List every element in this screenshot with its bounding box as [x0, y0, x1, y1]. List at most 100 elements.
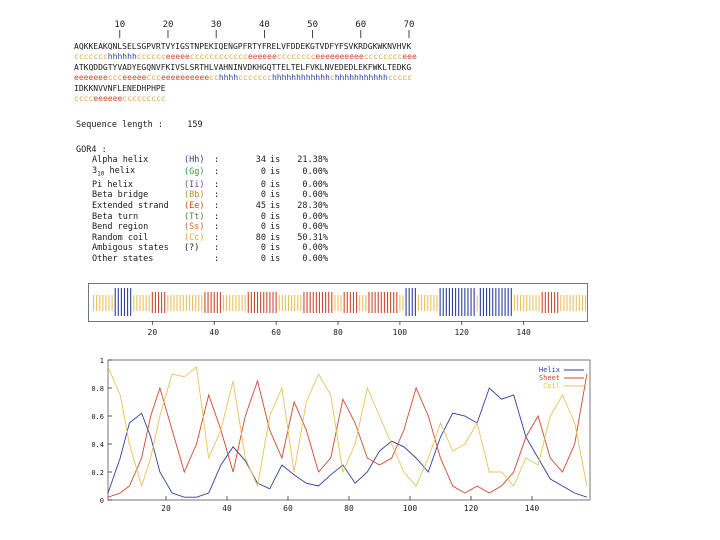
y-tick-label: 1 [100, 357, 104, 365]
gor4-row-name: Beta bridge [92, 190, 149, 201]
legend-label: Helix [539, 366, 560, 374]
gor4-row: Alpha helix (Hh): 34 is 21.38% [92, 155, 328, 166]
gor4-title: GOR4 : [76, 145, 107, 155]
series-line-coil [107, 366, 588, 488]
x-tick-label: 140 [525, 504, 540, 513]
gor4-row-name: Ambigous states [92, 243, 169, 254]
gor4-row-colon: : [214, 254, 220, 265]
gor4-row: Extended strand (Ee): 45 is 28.30% [92, 201, 328, 212]
y-tick-label: 0.2 [91, 469, 104, 477]
gor4-row-subscript: 10 [97, 170, 105, 178]
strip-tick-label: 60 [271, 328, 281, 337]
gor4-row-is: is [270, 243, 281, 254]
gor4-row-colon: : [214, 190, 220, 201]
gor4-row-name: Beta turn [92, 211, 139, 222]
gor4-row: Ambigous states (?): 0 is 0.00% [92, 243, 328, 254]
gor4-row-name: Random coil [92, 232, 149, 243]
gor4-row: Pi helix (Ii): 0 is 0.00% [92, 180, 328, 191]
ruler-tick-label: 20 [163, 20, 174, 30]
gor4-row-name: 310 helix [92, 165, 136, 178]
gor4-row-name: Pi helix [92, 179, 133, 190]
gor4-row-code: (Ss) [184, 222, 205, 233]
gor4-row-colon: : [214, 179, 220, 190]
gor4-row-colon: : [214, 211, 220, 222]
gor4-row-code: (Ii) [184, 179, 205, 190]
gor4-row-count: 34 [255, 155, 266, 165]
gor4-row-count: 45 [255, 201, 266, 212]
x-tick-label: 60 [283, 504, 293, 513]
gor4-row-count: 0 [260, 179, 266, 190]
series-line-helix [107, 387, 588, 498]
sequence-line: ATKQDDGTYVADYEGQNVFKIVSLSRTHLVAHNINVDKHG… [74, 62, 412, 72]
gor4-row-code [184, 254, 214, 265]
gor4-row-is: is [270, 254, 281, 265]
gor4-row-code: (Ee) [184, 201, 205, 212]
gor4-row-count: 0 [260, 211, 266, 222]
strip-tick-label: 140 [516, 328, 531, 337]
strip-tick-label: 100 [393, 328, 408, 337]
ruler-tick-label: 10 [114, 20, 125, 30]
gor4-row-colon: : [214, 201, 220, 212]
sequence-length: Sequence length : 159 [76, 120, 203, 130]
gor4-row-percent: 0.00% [302, 243, 328, 254]
y-tick-label: 0.8 [91, 385, 104, 393]
ruler-tick-label: 50 [307, 20, 318, 30]
gor4-row-colon: : [214, 155, 220, 165]
x-tick-label: 40 [222, 504, 232, 513]
sequence-line: AQKKEAKQNLSELSGPVRTVYIGSTNPEKIQENGPFRTYF… [74, 42, 412, 51]
gor4-row-percent: 0.00% [302, 254, 328, 265]
gor4-row-is: is [270, 167, 281, 178]
series-line-sheet [107, 373, 588, 498]
gor4-row-count: 80 [255, 232, 266, 243]
gor4-row-percent: 0.00% [302, 190, 328, 201]
prediction-line: cccceeeeeeccccccccc [74, 93, 166, 103]
prediction-strip: 20 40 60 80 100 120 140 [88, 283, 588, 337]
gor4-row-percent: 28.30% [297, 201, 328, 212]
sequence-length-value: 159 [187, 120, 203, 130]
y-tick-label: 0 [100, 497, 104, 505]
x-tick-label: 20 [161, 504, 171, 513]
strip-tick-label: 40 [209, 328, 219, 337]
gor4-row-name: Bend region [92, 222, 149, 233]
gor4-row: Beta bridge (Bb): 0 is 0.00% [92, 190, 328, 201]
gor4-row: Other states: 0 is 0.00% [92, 254, 328, 265]
gor4-row: 310 helix (Gg): 0 is 0.00% [92, 166, 328, 180]
legend-label: Coil [543, 382, 560, 390]
gor4-row: Random coil (Cc): 80 is 50.31% [92, 233, 328, 244]
gor4-row-count: 0 [260, 222, 266, 233]
gor4-row: Beta turn (Tt): 0 is 0.00% [92, 212, 328, 223]
gor4-row-name: Alpha helix [92, 155, 149, 165]
gor4-row-is: is [270, 190, 281, 201]
gor4-row-code: (Bb) [184, 190, 205, 201]
gor4-row-is: is [270, 179, 281, 190]
gor4-row-code: (?) [184, 243, 200, 254]
gor4-row-percent: 0.00% [302, 211, 328, 222]
gor4-row-count: 0 [260, 190, 266, 201]
ruler-tick-label: 60 [355, 20, 366, 30]
gor4-row-colon: : [214, 232, 220, 243]
gor4-row: Bend region (Ss): 0 is 0.00% [92, 222, 328, 233]
gor4-row-code: (Tt) [184, 211, 205, 222]
gor4-row-code: (Gg) [184, 167, 205, 178]
plot-frame [107, 359, 591, 501]
gor4-row-percent: 21.38% [297, 155, 328, 165]
x-tick-label: 120 [464, 504, 479, 513]
strip-tick-label: 80 [333, 328, 343, 337]
gor4-row-name: Extended strand [92, 201, 169, 212]
prediction-line: ccccccchhhhhhcccccceeeeecccccccccccceeee… [74, 52, 417, 62]
prediction-line: eeeeeeeccceeeeeccceeeeeeeeeecchhhhcccccc… [74, 73, 412, 83]
x-tick-label: 100 [403, 504, 418, 513]
gor4-row-count: 0 [260, 254, 266, 265]
y-tick-label: 0.6 [91, 413, 104, 421]
gor4-row-is: is [270, 155, 281, 165]
sequence-ruler: 10 20 30 40 50 60 70 [114, 20, 414, 38]
y-tick-label: 0.4 [91, 441, 104, 449]
gor4-stats-table: Alpha helix (Hh): 34 is 21.38% 310 helix (Gg):… [92, 155, 328, 265]
gor4-row-count: 0 [260, 167, 266, 178]
sequence-alignment: AQKKEAKQNLSELSGPVRTVYIGSTNPEKIQENGPFRTYF… [74, 42, 417, 104]
gor4-row-colon: : [214, 243, 220, 254]
sequence-line: IDKKNVVNFLENEDHPHPE [74, 83, 166, 93]
gor4-row-is: is [270, 201, 281, 212]
gor4-row-colon: : [214, 222, 220, 233]
